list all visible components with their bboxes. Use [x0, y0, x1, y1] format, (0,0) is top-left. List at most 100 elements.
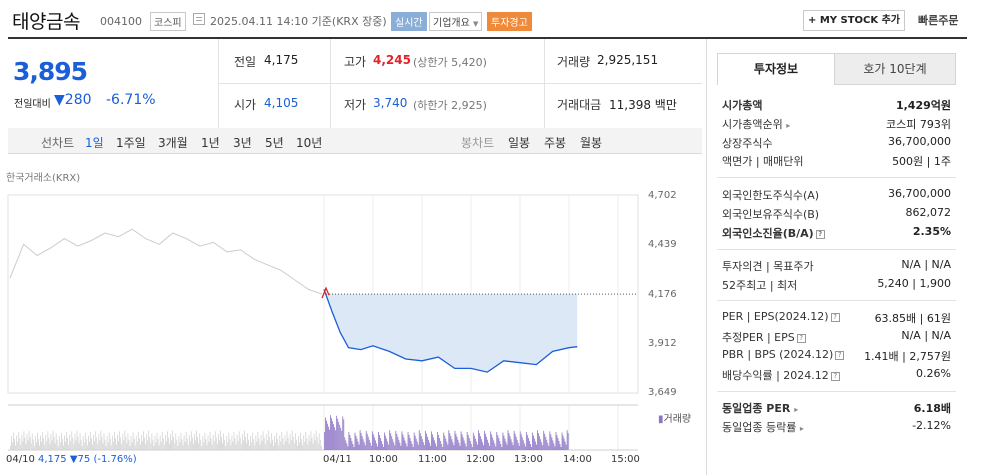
volume-bar [107, 442, 109, 450]
tab-1d[interactable]: 1일 [85, 136, 104, 150]
help-icon[interactable]: ? [830, 312, 840, 322]
tab-weekly[interactable]: 주봉 [544, 136, 567, 150]
volume-bar [43, 438, 45, 450]
volume-bar [422, 442, 424, 450]
quick-order-button[interactable]: 빠른주문 [918, 14, 959, 27]
tab-daily[interactable]: 일봉 [508, 136, 531, 150]
y-tick-label: 4,702 [648, 190, 677, 201]
volume-bar [433, 437, 434, 450]
volume-bar [143, 431, 144, 450]
company-overview-button[interactable]: 기업개요 ▼ [429, 12, 483, 31]
volume-bar [347, 446, 349, 450]
volume-bar [68, 444, 70, 450]
volume-bar [270, 443, 271, 450]
volume-bar [221, 436, 222, 450]
help-icon[interactable]: ? [796, 333, 806, 343]
volume-bar [415, 438, 417, 450]
volume-bar [434, 440, 435, 450]
volume-bar [106, 436, 108, 450]
tab-1y[interactable]: 1년 [201, 136, 220, 150]
low-value: 3,740 [373, 96, 408, 110]
volume-bar [114, 432, 115, 450]
tab-monthly[interactable]: 월봉 [580, 136, 603, 150]
volume-bar [286, 431, 288, 450]
volume-bar [169, 443, 170, 450]
help-icon[interactable]: ? [830, 371, 840, 381]
volume-bar [241, 434, 243, 450]
volume-bar [361, 436, 363, 450]
help-icon[interactable]: ? [835, 350, 845, 360]
volume-bar [127, 433, 129, 450]
volume-bar [239, 437, 241, 450]
price-line [323, 289, 578, 373]
volume-bar [464, 443, 466, 450]
volume-bar [99, 440, 101, 450]
volume-bar [131, 442, 133, 450]
volume-bar [412, 447, 414, 450]
tab-5y[interactable]: 5년 [265, 136, 284, 150]
volume-bar [309, 441, 311, 450]
volume-bar [200, 439, 202, 450]
prev-close-label: 전일 [234, 55, 257, 69]
x-tick-label: 13:00 [514, 454, 543, 465]
volume-bar [258, 438, 260, 450]
volume-bar [551, 437, 553, 450]
volume-bar [287, 437, 289, 450]
volume-bar [234, 438, 236, 450]
help-icon[interactable]: ? [815, 229, 825, 239]
stock-code: 004100 [100, 15, 142, 28]
volume-bar [103, 433, 105, 450]
volume-bar [338, 421, 340, 450]
volume-bar [280, 441, 282, 450]
volume-bar [326, 420, 327, 450]
price-chart [7, 194, 639, 451]
volume-bar [251, 442, 253, 450]
volume-bar [125, 436, 127, 450]
realtime-badge[interactable]: 실시간 [391, 12, 427, 31]
volume-bar [561, 432, 563, 450]
volume-bar [410, 441, 412, 450]
volume-bar [455, 433, 457, 450]
volume-bar [220, 430, 221, 450]
tab-3m[interactable]: 3개월 [158, 136, 188, 150]
volume-bar [363, 442, 365, 450]
volume-bar [215, 437, 217, 450]
warning-badge: 투자경고 [487, 12, 532, 31]
volume-bar [121, 443, 123, 450]
up-tick-line [321, 286, 330, 299]
volume-bar [380, 438, 381, 450]
volume-label: 거래량 [557, 55, 591, 69]
plot-frame [7, 194, 639, 394]
volume-bar [16, 435, 18, 450]
volume-bar [358, 444, 360, 450]
volume-bar [265, 434, 267, 450]
volume-bar [92, 444, 93, 450]
tab-orderbook-10[interactable]: 호가 10단계 [834, 53, 956, 85]
tab-1w[interactable]: 1주일 [116, 136, 146, 150]
volume-bar [84, 432, 86, 450]
panel-divider [717, 300, 956, 301]
tab-10y[interactable]: 10년 [296, 136, 323, 150]
volume-bar [430, 445, 431, 450]
volume-bar [379, 435, 380, 450]
volume-bar [93, 434, 94, 450]
volume-bar [12, 442, 13, 450]
volume-bar [257, 432, 259, 450]
volume-bar [436, 446, 437, 450]
add-mystock-button[interactable]: + MY STOCK 추가 [803, 10, 905, 31]
tab-3y[interactable]: 3년 [233, 136, 252, 150]
volume-bar [398, 439, 400, 450]
volume-bar [95, 431, 97, 450]
dividend-value: 0.26% [916, 367, 951, 380]
volume-bar [519, 431, 521, 450]
volume-bar [80, 439, 82, 450]
volume-bar [300, 432, 301, 450]
volume-bar [486, 436, 487, 450]
volume-bar [440, 441, 442, 450]
volume-bar [46, 441, 48, 450]
volume-bar [317, 443, 319, 450]
volume-bar [461, 434, 463, 450]
tab-investment-info[interactable]: 투자정보 [717, 53, 835, 85]
volume-bar [285, 441, 287, 450]
volume-bar [491, 434, 493, 450]
